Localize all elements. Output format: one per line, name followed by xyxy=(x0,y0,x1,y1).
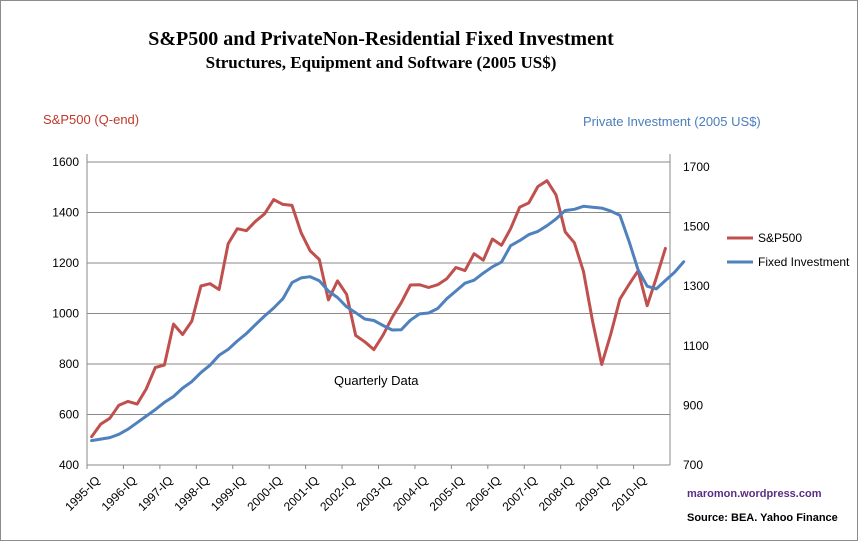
left-tick-label: 1200 xyxy=(52,256,79,270)
x-tick-label: 2005-IQ xyxy=(427,473,468,514)
quarterly-data-annotation: Quarterly Data xyxy=(334,373,419,388)
left-tick-label: 600 xyxy=(59,408,79,422)
right-tick-label: 900 xyxy=(683,398,703,412)
x-tick-label: 1997-IQ xyxy=(135,473,176,514)
x-tick-label: 2002-IQ xyxy=(317,473,358,514)
x-tick-label: 2001-IQ xyxy=(281,473,322,514)
left-tick-label: 1400 xyxy=(52,206,79,220)
x-tick-label: 1995-IQ xyxy=(62,473,103,514)
grid xyxy=(87,161,670,466)
right-tick-label: 1300 xyxy=(683,279,710,293)
x-tick-label: 2010-IQ xyxy=(609,473,650,514)
x-tick-label: 2003-IQ xyxy=(354,473,395,514)
x-tick-label: 2000-IQ xyxy=(244,473,285,514)
left-tick-label: 1000 xyxy=(52,307,79,321)
x-tick-label: 2007-IQ xyxy=(499,473,540,514)
chart-title: S&P500 and PrivateNon-Residential Fixed … xyxy=(148,28,614,50)
right-tick-label: 1100 xyxy=(683,339,709,353)
left-tick-label: 400 xyxy=(59,458,79,472)
x-tick-label: 2004-IQ xyxy=(390,473,431,514)
x-tick-label: 2008-IQ xyxy=(536,473,577,514)
x-tick-label: 2009-IQ xyxy=(572,473,613,514)
series-lines xyxy=(90,179,686,443)
credit-text: maromon.wordpress.com xyxy=(687,488,822,500)
plot-frame xyxy=(86,154,671,466)
left-tick-label: 1600 xyxy=(52,155,79,169)
source-text: Source: BEA. Yahoo Finance xyxy=(687,512,838,524)
fixed-investment-line xyxy=(90,204,686,443)
left-axis-title: S&P500 (Q-end) xyxy=(43,112,139,127)
sp500-line xyxy=(90,179,667,439)
x-tick-label: 2006-IQ xyxy=(463,473,504,514)
right-tick-label: 1500 xyxy=(683,220,710,234)
x-tick-label: 1999-IQ xyxy=(208,473,249,514)
legend-label: S&P500 xyxy=(758,231,802,245)
legend-label: Fixed Investment xyxy=(758,255,850,269)
right-axis-title: Private Investment (2005 US$) xyxy=(583,114,761,129)
chart-subtitle: Structures, Equipment and Software (2005… xyxy=(206,53,557,72)
legend: S&P500 Fixed Investment xyxy=(727,231,850,269)
right-tick-label: 700 xyxy=(683,458,703,472)
left-tick-label: 800 xyxy=(59,357,79,371)
right-tick-label: 1700 xyxy=(683,160,710,174)
x-tick-label: 1996-IQ xyxy=(99,473,140,514)
x-tick-label: 1998-IQ xyxy=(172,473,213,514)
